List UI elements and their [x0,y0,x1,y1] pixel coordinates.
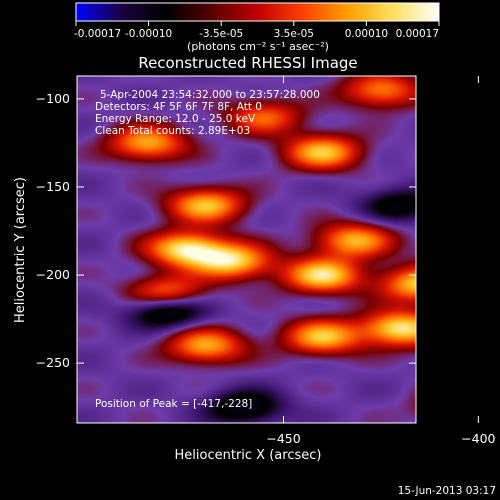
annotation-clean: Clean Total counts: 2.89E+03 [95,125,250,137]
x-tick-label: −450 [266,431,300,446]
chart-title: Reconstructed RHESSI Image [138,54,357,72]
y-axis-label: Heliocentric Y (arcsec) [13,177,28,323]
colorbar-tick-label: -0.00017 [74,28,121,40]
heatmap-image [77,76,416,423]
colorbar-tick-label: -3.5e-05 [199,28,243,40]
y-tick-label: −200 [36,267,70,282]
colorbar-tick-label: 3.5e-05 [274,28,314,40]
annotation-energy: Energy Range: 12.0 - 25.0 keV [95,113,256,125]
x-tick-label: −400 [461,431,495,446]
x-axis-ticks: −450−400−350 [266,76,496,446]
annotation-peak-position: Position of Peak = [-417,-228] [95,398,252,410]
y-tick-label: −150 [36,179,70,194]
plot-frame [76,75,417,424]
colorbar-tick-label: 0.00010 [345,28,388,40]
footer-date: 15-Jun-2013 03:17 [398,485,496,497]
x-axis-label: Heliocentric X (arcsec) [175,448,322,463]
annotation-detectors: Detectors: 4F 5F 6F 7F 8F, Att 0 [95,101,262,113]
colorbar-ticks: -0.00017 -0.00010 -3.5e-05 3.5e-05 0.00010 0.… [74,21,440,40]
y-axis-ticks: −100 −150 −200 −250 [36,91,416,370]
annotation-time: 5-Apr-2004 23:54:32.000 to 23:57:28.000 [100,89,320,101]
colorbar-tick-label: 0.00017 [396,28,439,40]
y-tick-label: −100 [36,91,70,106]
y-tick-label: −250 [36,355,70,370]
colorbar [75,2,440,22]
colorbar-tick-label: -0.00010 [125,28,172,40]
heatmap-region [77,76,416,423]
colorbar-units-label: (photons cm⁻² s⁻¹ asec⁻²) [187,40,329,53]
